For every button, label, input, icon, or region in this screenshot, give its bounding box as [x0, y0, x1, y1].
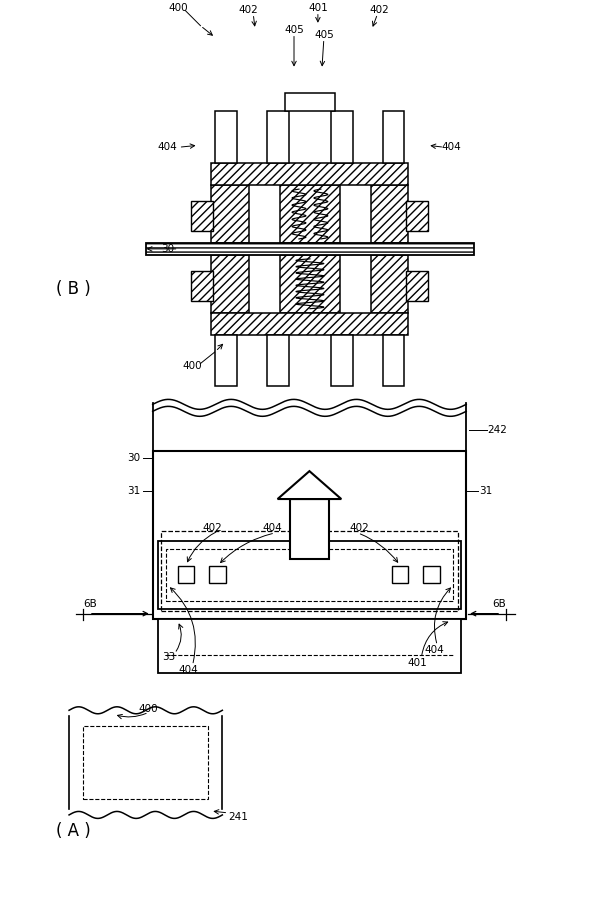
- Text: 404: 404: [441, 142, 461, 152]
- Text: 405: 405: [314, 30, 334, 40]
- Text: 404: 404: [262, 523, 282, 533]
- Text: 241: 241: [228, 812, 248, 822]
- Bar: [212, 163, 408, 185]
- Polygon shape: [278, 471, 341, 499]
- Bar: [146, 243, 474, 255]
- Text: 30: 30: [128, 453, 141, 463]
- Text: 6B: 6B: [83, 599, 97, 609]
- Text: 401: 401: [308, 3, 328, 13]
- Text: 402: 402: [370, 5, 389, 14]
- Text: 30: 30: [161, 244, 174, 254]
- Text: 6B: 6B: [492, 599, 506, 609]
- Bar: [407, 201, 428, 231]
- Text: 404: 404: [178, 665, 199, 676]
- Text: 31: 31: [479, 486, 492, 496]
- Bar: [215, 111, 237, 163]
- Bar: [267, 111, 289, 163]
- Bar: [267, 334, 289, 387]
- Text: 404: 404: [424, 645, 444, 656]
- Text: 402: 402: [203, 523, 222, 533]
- Bar: [177, 566, 194, 583]
- Bar: [280, 185, 340, 243]
- Bar: [371, 255, 408, 313]
- Text: 404: 404: [158, 142, 177, 152]
- Text: ( B ): ( B ): [56, 280, 91, 298]
- Bar: [215, 334, 237, 387]
- Bar: [161, 531, 458, 611]
- Text: 402: 402: [350, 523, 369, 533]
- Bar: [209, 566, 226, 583]
- Bar: [423, 566, 440, 583]
- Text: 31: 31: [128, 486, 141, 496]
- Bar: [152, 451, 466, 619]
- Text: ( A ): ( A ): [56, 822, 91, 840]
- Bar: [290, 499, 329, 559]
- Text: 242: 242: [487, 425, 507, 435]
- Bar: [280, 255, 340, 313]
- Bar: [212, 185, 249, 243]
- Bar: [331, 111, 353, 163]
- Text: 405: 405: [284, 24, 304, 34]
- Bar: [191, 201, 213, 231]
- Bar: [212, 255, 249, 313]
- Text: 33: 33: [162, 652, 175, 662]
- Bar: [212, 313, 408, 334]
- Bar: [285, 93, 335, 111]
- Bar: [191, 271, 213, 301]
- Bar: [158, 541, 461, 609]
- Text: 400: 400: [169, 3, 189, 13]
- Bar: [371, 185, 408, 243]
- Bar: [331, 334, 353, 387]
- Bar: [407, 271, 428, 301]
- Bar: [382, 334, 404, 387]
- Text: 402: 402: [238, 5, 258, 14]
- Text: 400: 400: [183, 361, 202, 371]
- Bar: [165, 549, 453, 601]
- Text: 401: 401: [408, 659, 427, 669]
- Text: 400: 400: [139, 704, 158, 714]
- Bar: [83, 727, 209, 799]
- Bar: [392, 566, 408, 583]
- Bar: [158, 619, 461, 673]
- Bar: [382, 111, 404, 163]
